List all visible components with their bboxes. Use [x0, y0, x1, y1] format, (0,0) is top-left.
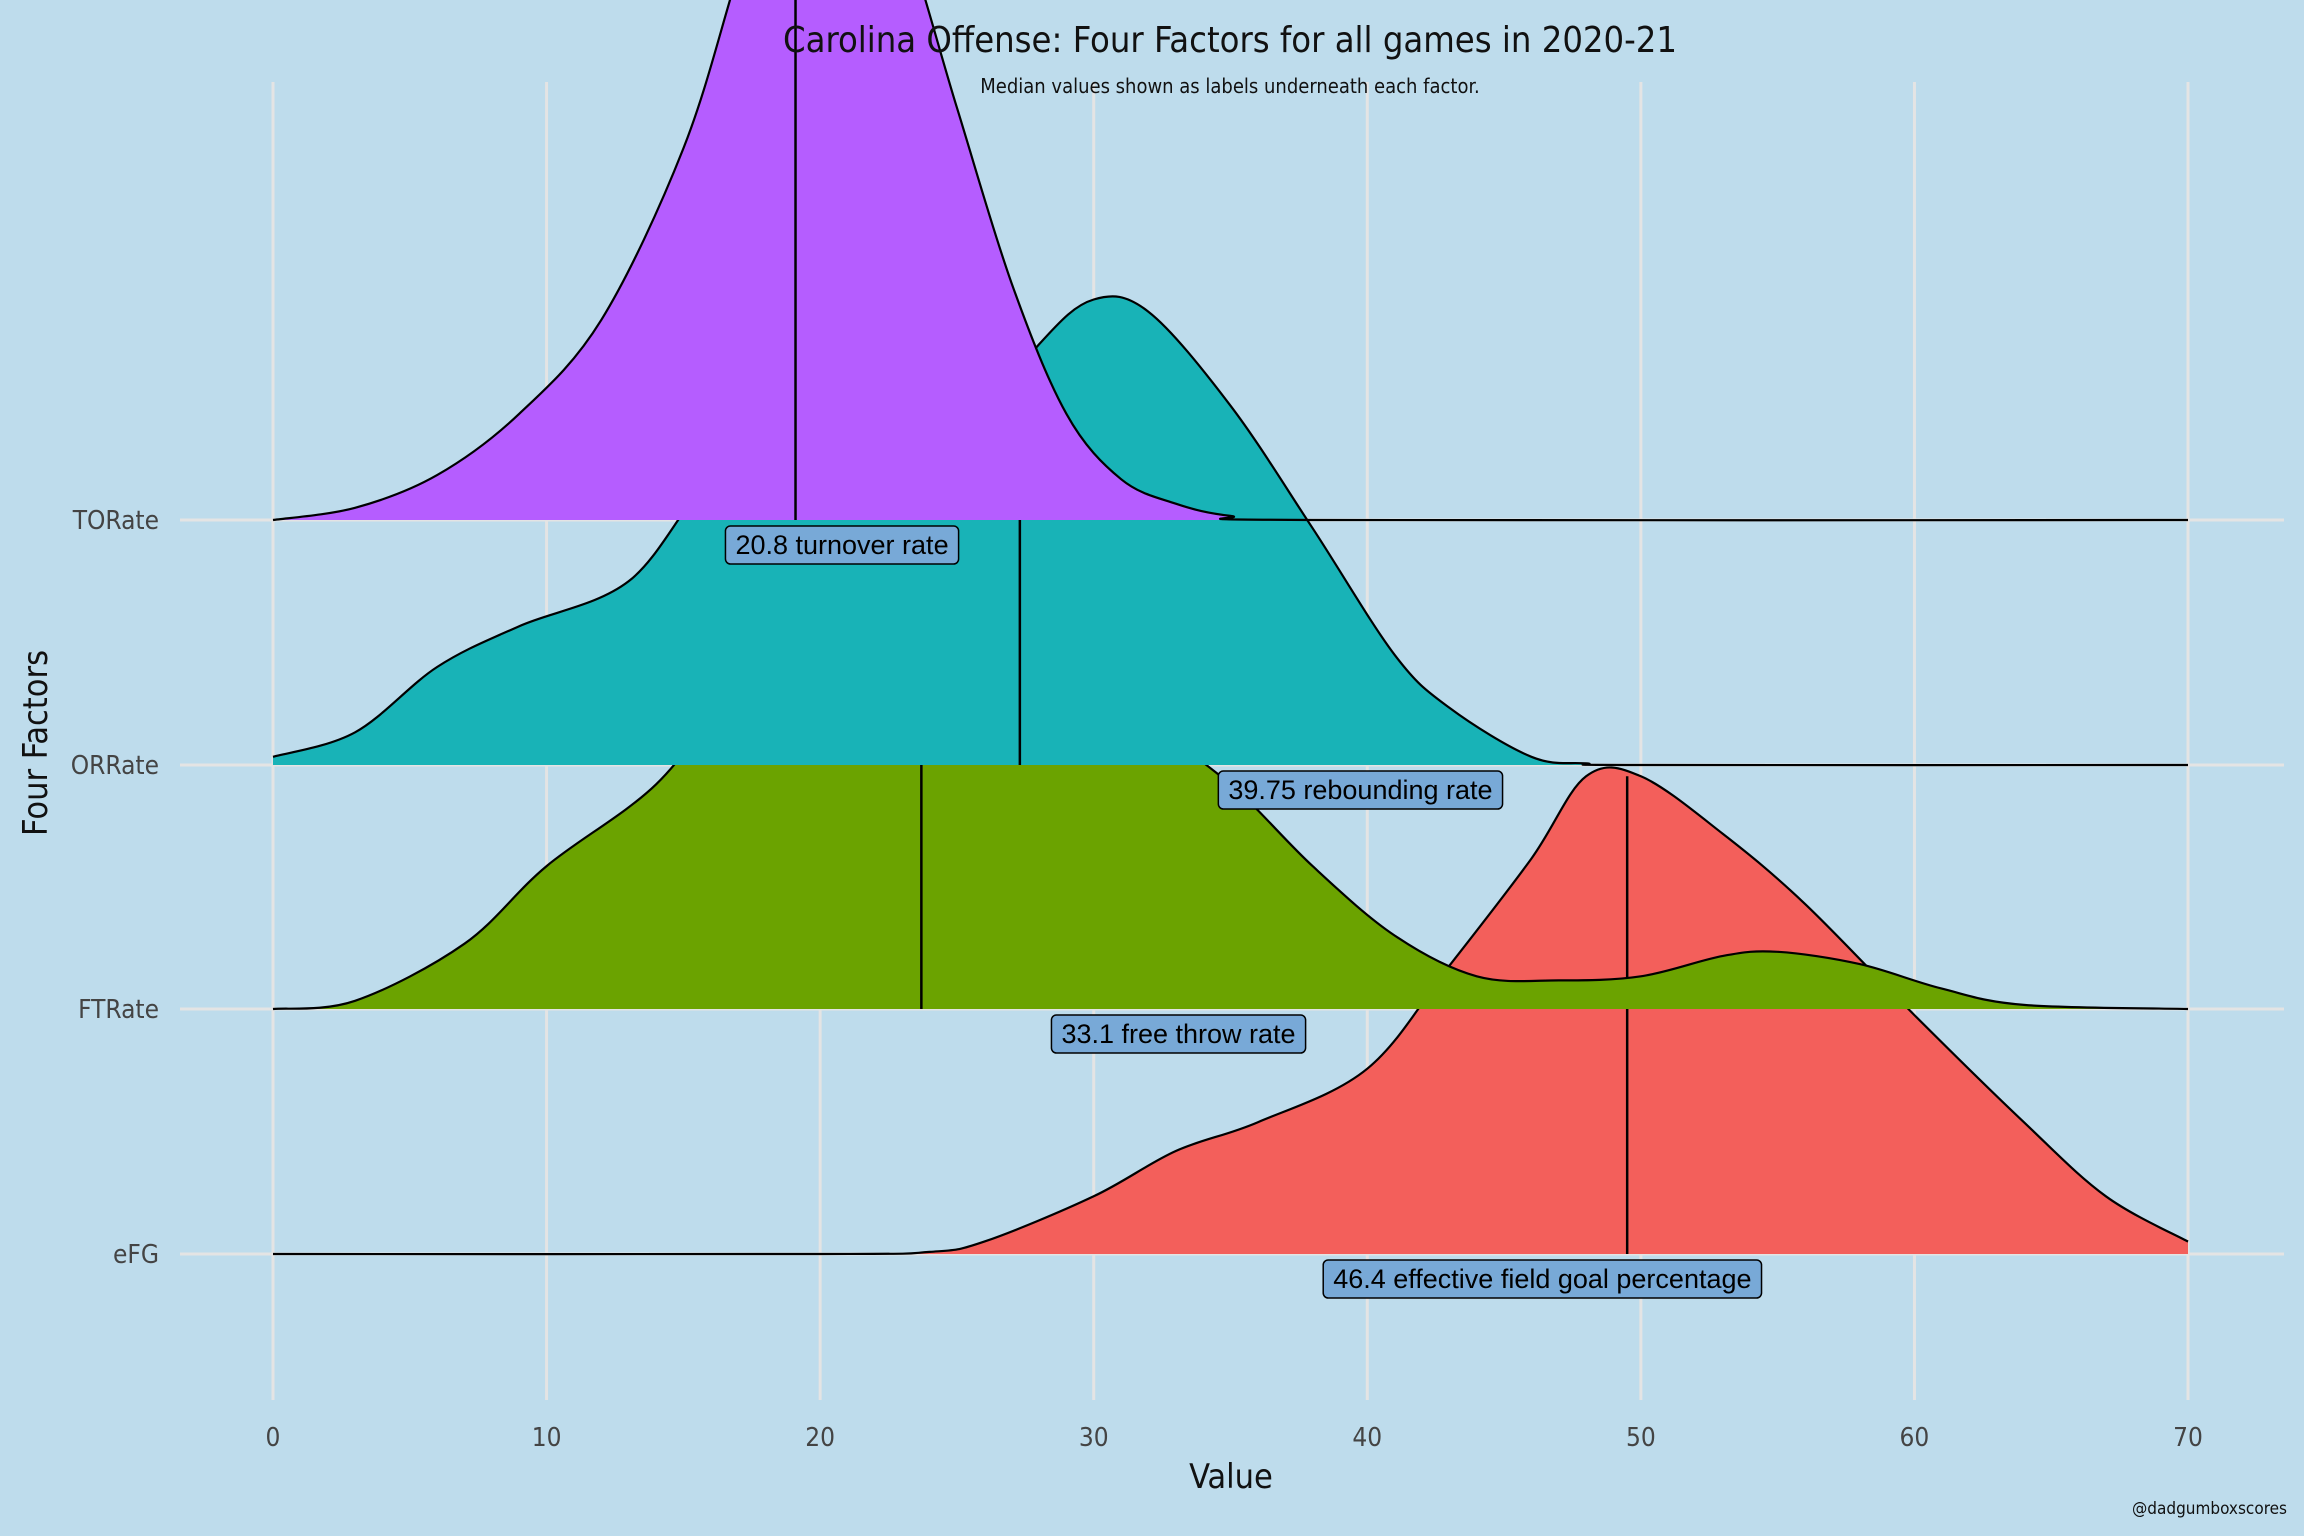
label-text: 39.75 rebounding rate: [1228, 775, 1492, 805]
x-axis-title: Value: [1189, 1457, 1273, 1497]
chart-caption: @dadgumboxscores: [2132, 1499, 2287, 1519]
ridge-outline: [272, 0, 2189, 522]
x-tick-label: 40: [1352, 1423, 1382, 1453]
x-tick-label: 70: [2173, 1423, 2203, 1453]
label-text: 46.4 effective field goal percentage: [1333, 1264, 1751, 1294]
label-box: [1217, 770, 1504, 810]
ridge-torate: [272, 0, 2189, 522]
chart-subtitle: Median values shown as labels underneath…: [980, 74, 1479, 98]
median-label: 46.4 effective field goal percentage: [1322, 1259, 1763, 1299]
y-tick-label: TORate: [72, 506, 159, 536]
median-labels: 46.4 effective field goal percentage 33.1…: [724, 525, 1763, 1299]
ridges: [272, 0, 2189, 1256]
y-tick-label: eFG: [113, 1240, 159, 1270]
ridge-area: [273, 0, 2188, 521]
x-tick-label: 10: [532, 1423, 562, 1453]
label-box: [724, 525, 960, 565]
x-tick-label: 0: [266, 1423, 281, 1453]
x-tick-label: 30: [1079, 1423, 1109, 1453]
ridge-outline: [272, 295, 2189, 767]
median-label: 20.8 turnover rate: [724, 525, 960, 565]
y-tick-label: ORRate: [71, 751, 159, 781]
ridge-area: [273, 767, 2188, 1255]
median-label: 39.75 rebounding rate: [1217, 770, 1504, 810]
ridge-area: [273, 296, 2188, 766]
y-axis-title: Four Factors: [16, 650, 56, 836]
x-tick-label: 60: [1900, 1423, 1930, 1453]
median-label: 33.1 free throw rate: [1050, 1014, 1307, 1054]
y-tick-label: FTRate: [78, 995, 159, 1025]
chart-title: Carolina Offense: Four Factors for all g…: [783, 20, 1677, 61]
axis-ticks: eFG FTRate ORRate TORate 0 10 20 30 40 50 60 70: [71, 506, 2203, 1453]
label-box: [1322, 1259, 1763, 1299]
label-text: 20.8 turnover rate: [735, 530, 948, 560]
x-tick-label: 20: [805, 1423, 835, 1453]
ridge-orrate: [272, 295, 2189, 767]
label-text: 33.1 free throw rate: [1061, 1019, 1295, 1049]
x-tick-label: 50: [1626, 1423, 1656, 1453]
label-box: [1050, 1014, 1307, 1054]
